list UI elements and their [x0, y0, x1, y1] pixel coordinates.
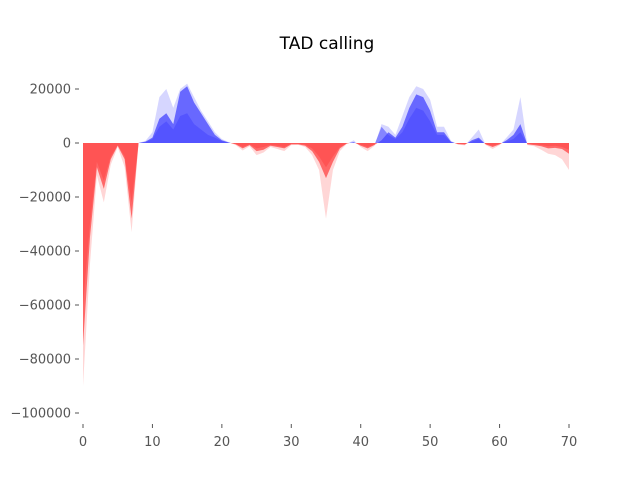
y-tick-label: −100000 [10, 407, 71, 422]
x-tick-label: 10 [144, 435, 161, 450]
y-tick-label: −40000 [19, 245, 71, 260]
series-2-neg-area [83, 143, 569, 305]
x-tick-label: 0 [79, 435, 87, 450]
y-tick-label: 0 [63, 137, 71, 152]
x-tick-label: 40 [352, 435, 369, 450]
series-3-neg-area [83, 143, 569, 386]
x-tick-label: 50 [422, 435, 439, 450]
y-tick-label: 20000 [30, 83, 71, 98]
series-layer [83, 83, 569, 386]
series-3-pos-area [83, 83, 569, 143]
x-tick-label: 60 [491, 435, 508, 450]
series-2-pos-area [83, 107, 569, 143]
y-tick-label: −20000 [19, 191, 71, 206]
y-tick-label: −60000 [19, 299, 71, 314]
x-axis: 0 10 20 30 40 50 60 70 [79, 424, 577, 450]
x-tick-label: 30 [283, 435, 300, 450]
y-tick-label: −80000 [19, 353, 71, 368]
x-tick-label: 70 [561, 435, 578, 450]
chart-title: TAD calling [279, 34, 375, 54]
y-axis: 20000 0 −20000 −40000 −60000 −80000 −100000 [10, 83, 79, 422]
series-1-pos-area [83, 86, 569, 143]
x-tick-label: 20 [214, 435, 231, 450]
